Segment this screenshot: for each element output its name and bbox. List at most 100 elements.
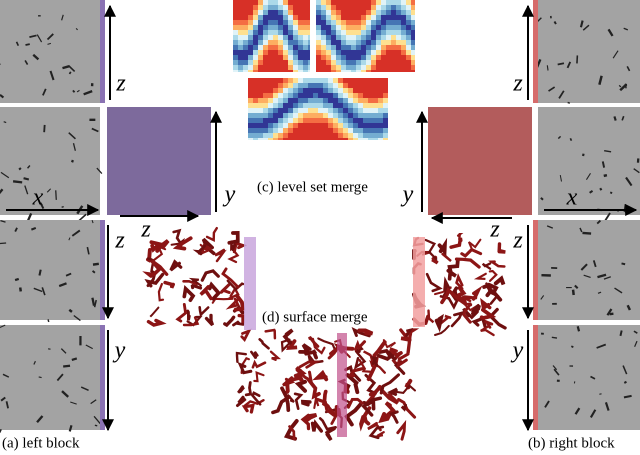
cell bbox=[363, 78, 368, 83]
cell bbox=[263, 98, 268, 103]
cell bbox=[253, 10, 258, 15]
cell bbox=[368, 98, 373, 103]
cell bbox=[273, 103, 278, 108]
cell bbox=[338, 128, 343, 133]
cell bbox=[343, 113, 348, 118]
cell bbox=[358, 113, 363, 118]
cell bbox=[253, 93, 258, 98]
cell bbox=[283, 45, 288, 50]
cell bbox=[278, 113, 283, 118]
vessel bbox=[394, 384, 417, 394]
cell bbox=[358, 123, 363, 128]
speck bbox=[624, 83, 628, 88]
vessel bbox=[458, 294, 472, 306]
cell bbox=[353, 83, 358, 88]
speck bbox=[92, 262, 99, 266]
cell bbox=[273, 93, 278, 98]
cell bbox=[308, 25, 310, 30]
speck bbox=[566, 61, 572, 69]
merge-plane bbox=[337, 333, 347, 437]
cell bbox=[263, 60, 268, 65]
cell bbox=[278, 15, 283, 20]
cell bbox=[278, 40, 283, 45]
cell bbox=[323, 108, 328, 113]
speck bbox=[601, 161, 606, 168]
vessel bbox=[455, 273, 464, 290]
cell bbox=[248, 45, 253, 50]
cell bbox=[368, 118, 373, 123]
speck bbox=[557, 135, 562, 140]
cell bbox=[386, 15, 391, 20]
speck bbox=[33, 287, 43, 293]
cell bbox=[366, 0, 371, 5]
vessel bbox=[374, 431, 385, 438]
cell bbox=[348, 123, 353, 128]
cell bbox=[411, 20, 415, 25]
cell bbox=[331, 25, 336, 30]
cell bbox=[268, 108, 273, 113]
cell bbox=[348, 118, 353, 123]
vessel bbox=[424, 238, 438, 261]
cell bbox=[238, 50, 243, 55]
vessel bbox=[300, 399, 312, 407]
cell bbox=[396, 65, 401, 70]
speck bbox=[49, 70, 55, 81]
cell bbox=[318, 128, 323, 133]
cell bbox=[391, 15, 396, 20]
cell bbox=[248, 123, 253, 128]
cell bbox=[376, 10, 381, 15]
cell bbox=[303, 118, 308, 123]
cell bbox=[321, 15, 326, 20]
speck bbox=[603, 173, 608, 178]
cell bbox=[283, 123, 288, 128]
speck bbox=[72, 89, 76, 93]
cell bbox=[346, 35, 351, 40]
vessel bbox=[440, 287, 460, 305]
vessel bbox=[214, 248, 227, 263]
cell bbox=[233, 15, 238, 20]
cell bbox=[378, 88, 383, 93]
cell bbox=[273, 10, 278, 15]
cell bbox=[283, 113, 288, 118]
cell bbox=[273, 133, 278, 138]
cell bbox=[328, 93, 333, 98]
speck bbox=[68, 132, 76, 140]
cell bbox=[338, 103, 343, 108]
left-strip bbox=[100, 0, 105, 103]
cell bbox=[268, 55, 273, 60]
cell bbox=[333, 93, 338, 98]
cell bbox=[346, 65, 351, 70]
speck bbox=[27, 165, 31, 169]
vessel bbox=[269, 350, 281, 361]
cell bbox=[353, 123, 358, 128]
cell bbox=[316, 55, 321, 60]
cell bbox=[366, 45, 371, 50]
merge-plane bbox=[244, 237, 256, 330]
cell bbox=[298, 65, 303, 70]
cell bbox=[331, 35, 336, 40]
cell bbox=[308, 15, 310, 20]
speck bbox=[14, 277, 20, 282]
cell bbox=[248, 35, 253, 40]
vessel bbox=[227, 248, 240, 264]
cell bbox=[336, 15, 341, 20]
cell bbox=[288, 108, 293, 113]
axis-label: z bbox=[512, 228, 523, 254]
cell bbox=[233, 10, 238, 15]
cell bbox=[283, 30, 288, 35]
speck bbox=[91, 127, 99, 133]
cell bbox=[371, 5, 376, 10]
cell bbox=[331, 0, 336, 5]
cell bbox=[366, 70, 371, 72]
cell bbox=[273, 128, 278, 133]
cell bbox=[258, 133, 263, 138]
vessel bbox=[479, 307, 497, 320]
cell bbox=[361, 50, 366, 55]
cell bbox=[368, 103, 373, 108]
slice bbox=[0, 0, 100, 103]
vessel bbox=[400, 335, 412, 342]
vessel bbox=[237, 313, 245, 325]
vessel bbox=[324, 426, 336, 441]
speck bbox=[86, 246, 90, 255]
left-strip bbox=[100, 220, 105, 320]
